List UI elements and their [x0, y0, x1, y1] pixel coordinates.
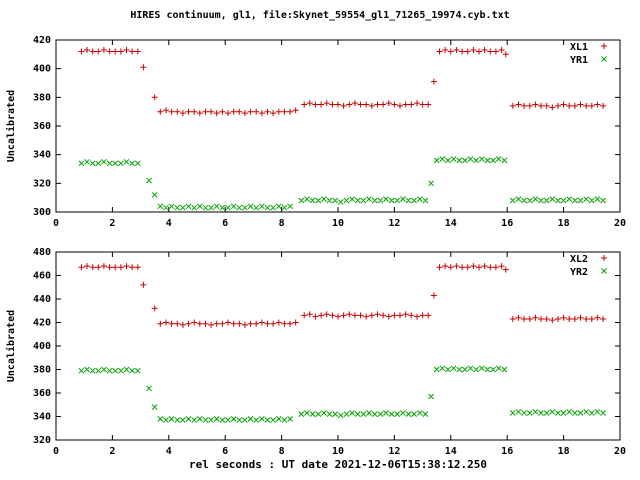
legend-marker-XL1 [601, 43, 607, 49]
x-tick-label: 18 [558, 218, 570, 229]
y-tick-label: 340 [33, 412, 51, 423]
chart-title: HIRES continuum, gl1, file:Skynet_59554_… [130, 10, 510, 21]
y-tick-label: 360 [33, 388, 51, 399]
y-tick-label: 400 [33, 64, 51, 75]
x-tick-label: 2 [109, 446, 115, 457]
legend-marker-YR1 [601, 56, 607, 62]
y-tick-label: 420 [33, 318, 51, 329]
legend-marker-XL2 [601, 255, 607, 261]
x-tick-label: 14 [445, 446, 457, 457]
series-XL1-points [78, 47, 607, 117]
y-tick-label: 380 [33, 365, 51, 376]
x-tick-label: 10 [332, 218, 344, 229]
y-tick-label: 360 [33, 121, 51, 132]
y-tick-label: 340 [33, 150, 51, 161]
y-axis-label-top: Uncalibrated [5, 90, 17, 162]
y-tick-label: 380 [33, 92, 51, 103]
axis-ticks [55, 251, 621, 441]
series-YR1-points [78, 156, 606, 211]
x-tick-label: 4 [166, 218, 172, 229]
x-tick-label: 0 [53, 446, 59, 457]
series-XL2-points [78, 263, 607, 328]
y-tick-label: 420 [33, 35, 51, 46]
x-tick-label: 6 [222, 218, 228, 229]
legend-label-YR1: YR1 [570, 55, 588, 66]
x-tick-label: 6 [222, 446, 228, 457]
y-tick-label: 400 [33, 341, 51, 352]
x-tick-label: 12 [388, 446, 400, 457]
x-tick-label: 8 [279, 446, 285, 457]
x-tick-label: 12 [388, 218, 400, 229]
legend-label-XL1: XL1 [570, 42, 588, 53]
x-tick-label: 2 [109, 218, 115, 229]
legend-marker-YR2 [601, 268, 607, 274]
x-tick-label: 16 [501, 218, 513, 229]
y-tick-label: 440 [33, 294, 51, 305]
x-tick-label: 20 [614, 446, 626, 457]
x-tick-label: 8 [279, 218, 285, 229]
x-tick-label: 0 [53, 218, 59, 229]
legend-label-YR2: YR2 [570, 267, 588, 278]
x-tick-label: 18 [558, 446, 570, 457]
x-tick-label: 14 [445, 218, 457, 229]
x-tick-label: 20 [614, 218, 626, 229]
y-tick-label: 460 [33, 271, 51, 282]
x-tick-label: 4 [166, 446, 172, 457]
axis-ticks [55, 39, 621, 213]
x-tick-label: 10 [332, 446, 344, 457]
y-tick-label: 300 [33, 207, 51, 218]
legend-label-XL2: XL2 [570, 254, 588, 265]
y-tick-label: 320 [33, 178, 51, 189]
x-tick-label: 16 [501, 446, 513, 457]
panel-border [55, 39, 621, 213]
x-axis-label: rel seconds : UT date 2021-12-06T15:38:1… [188, 458, 487, 471]
y-tick-label: 480 [33, 247, 51, 258]
y-tick-label: 320 [33, 435, 51, 446]
y-axis-label-bottom: Uncalibrated [5, 310, 17, 382]
series-YR2-points [78, 365, 606, 423]
